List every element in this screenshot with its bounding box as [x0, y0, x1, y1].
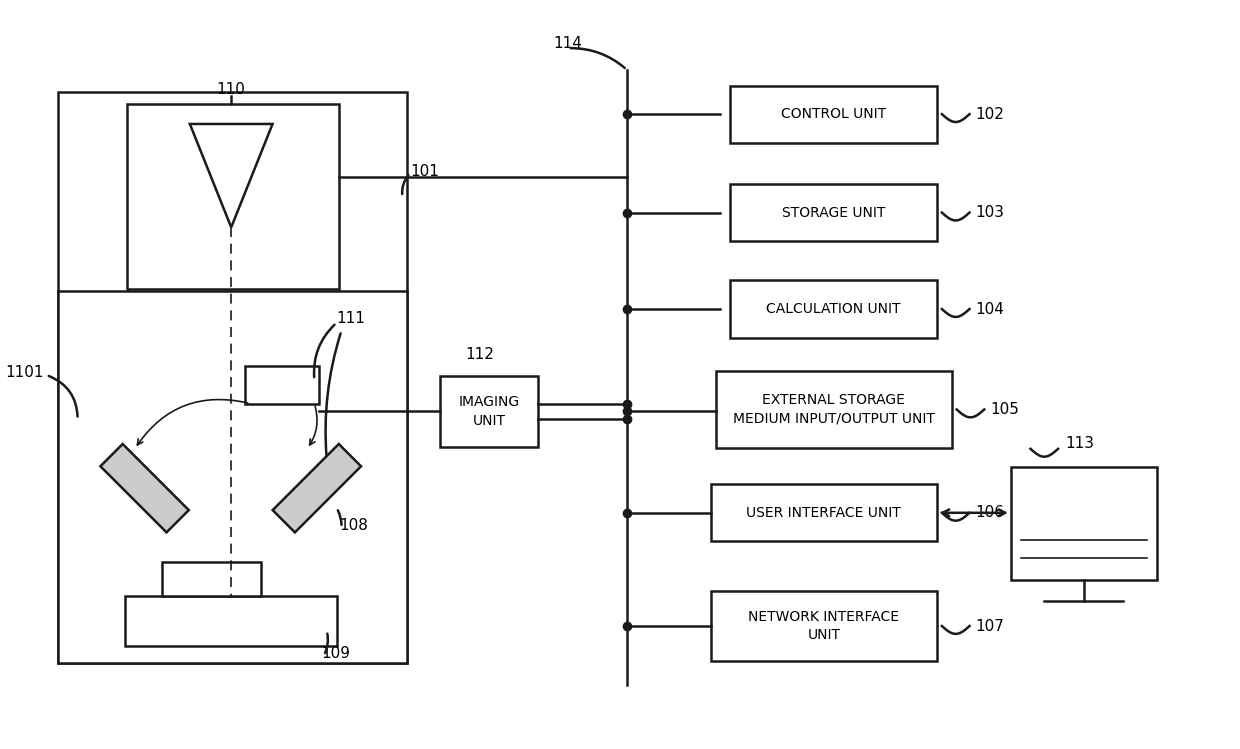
Text: 105: 105 — [991, 402, 1019, 417]
FancyBboxPatch shape — [162, 562, 260, 596]
Text: CONTROL UNIT: CONTROL UNIT — [781, 107, 887, 121]
Polygon shape — [273, 444, 361, 533]
Text: 101: 101 — [410, 164, 439, 179]
Text: 106: 106 — [976, 506, 1004, 521]
FancyBboxPatch shape — [730, 280, 937, 338]
Text: 104: 104 — [976, 302, 1004, 317]
FancyBboxPatch shape — [58, 92, 408, 664]
Text: 112: 112 — [465, 347, 494, 362]
Text: USER INTERFACE UNIT: USER INTERFACE UNIT — [746, 506, 901, 520]
Text: EXTERNAL STORAGE
MEDIUM INPUT/OUTPUT UNIT: EXTERNAL STORAGE MEDIUM INPUT/OUTPUT UNI… — [733, 393, 935, 425]
FancyBboxPatch shape — [1011, 467, 1157, 580]
FancyBboxPatch shape — [440, 376, 538, 447]
Text: 103: 103 — [976, 205, 1004, 220]
Text: 108: 108 — [340, 518, 368, 533]
FancyBboxPatch shape — [730, 184, 937, 241]
Text: 113: 113 — [1065, 437, 1094, 452]
FancyBboxPatch shape — [58, 291, 408, 664]
FancyBboxPatch shape — [126, 104, 339, 289]
Text: NETWORK INTERFACE
UNIT: NETWORK INTERFACE UNIT — [748, 610, 899, 642]
Text: 1101: 1101 — [6, 365, 45, 380]
FancyBboxPatch shape — [711, 590, 937, 661]
Polygon shape — [100, 444, 188, 533]
Text: 111: 111 — [336, 312, 366, 327]
FancyBboxPatch shape — [125, 596, 336, 646]
Text: CALCULATION UNIT: CALCULATION UNIT — [766, 302, 901, 316]
FancyBboxPatch shape — [715, 371, 952, 448]
FancyBboxPatch shape — [246, 366, 320, 404]
FancyBboxPatch shape — [730, 85, 937, 142]
Text: 114: 114 — [553, 36, 582, 51]
Text: STORAGE UNIT: STORAGE UNIT — [782, 205, 885, 219]
Text: 107: 107 — [976, 619, 1004, 634]
Polygon shape — [190, 124, 273, 228]
Text: IMAGING
UNIT: IMAGING UNIT — [459, 395, 520, 428]
Text: 109: 109 — [321, 646, 351, 661]
Text: 102: 102 — [976, 106, 1004, 121]
FancyBboxPatch shape — [711, 485, 937, 542]
Text: 110: 110 — [217, 82, 246, 97]
